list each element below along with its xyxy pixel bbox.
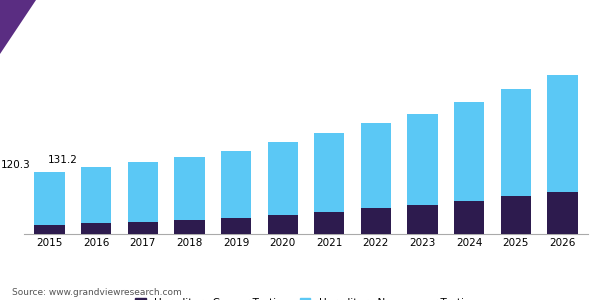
Bar — [407, 114, 437, 205]
Bar — [314, 212, 344, 234]
Bar — [361, 208, 391, 234]
Bar — [361, 124, 391, 208]
Bar — [547, 191, 578, 234]
Bar — [175, 157, 205, 220]
Bar — [454, 201, 484, 234]
Bar — [34, 225, 65, 234]
Bar — [128, 162, 158, 222]
Bar — [454, 102, 484, 201]
Bar — [547, 75, 578, 191]
Bar — [500, 89, 531, 196]
Bar — [221, 218, 251, 234]
Bar — [34, 172, 65, 225]
Bar — [221, 151, 251, 218]
Bar — [268, 142, 298, 215]
Bar — [81, 167, 112, 223]
Polygon shape — [0, 0, 36, 54]
Legend: Hereditary Cancer Testing, Hereditary Non-cancer Testing: Hereditary Cancer Testing, Hereditary No… — [131, 294, 481, 300]
Bar — [128, 222, 158, 234]
Bar — [175, 220, 205, 234]
Bar — [314, 133, 344, 212]
Text: 120.3: 120.3 — [1, 160, 31, 170]
Bar — [500, 196, 531, 234]
Bar — [268, 215, 298, 234]
Text: Source: www.grandviewresearch.com: Source: www.grandviewresearch.com — [12, 288, 182, 297]
Bar — [81, 223, 112, 234]
Text: U.K. hereditary testing market size, by disease type, 2015 - 2026 (USD Million): U.K. hereditary testing market size, by … — [37, 20, 563, 34]
Text: 131.2: 131.2 — [47, 155, 77, 165]
Bar — [407, 205, 437, 234]
